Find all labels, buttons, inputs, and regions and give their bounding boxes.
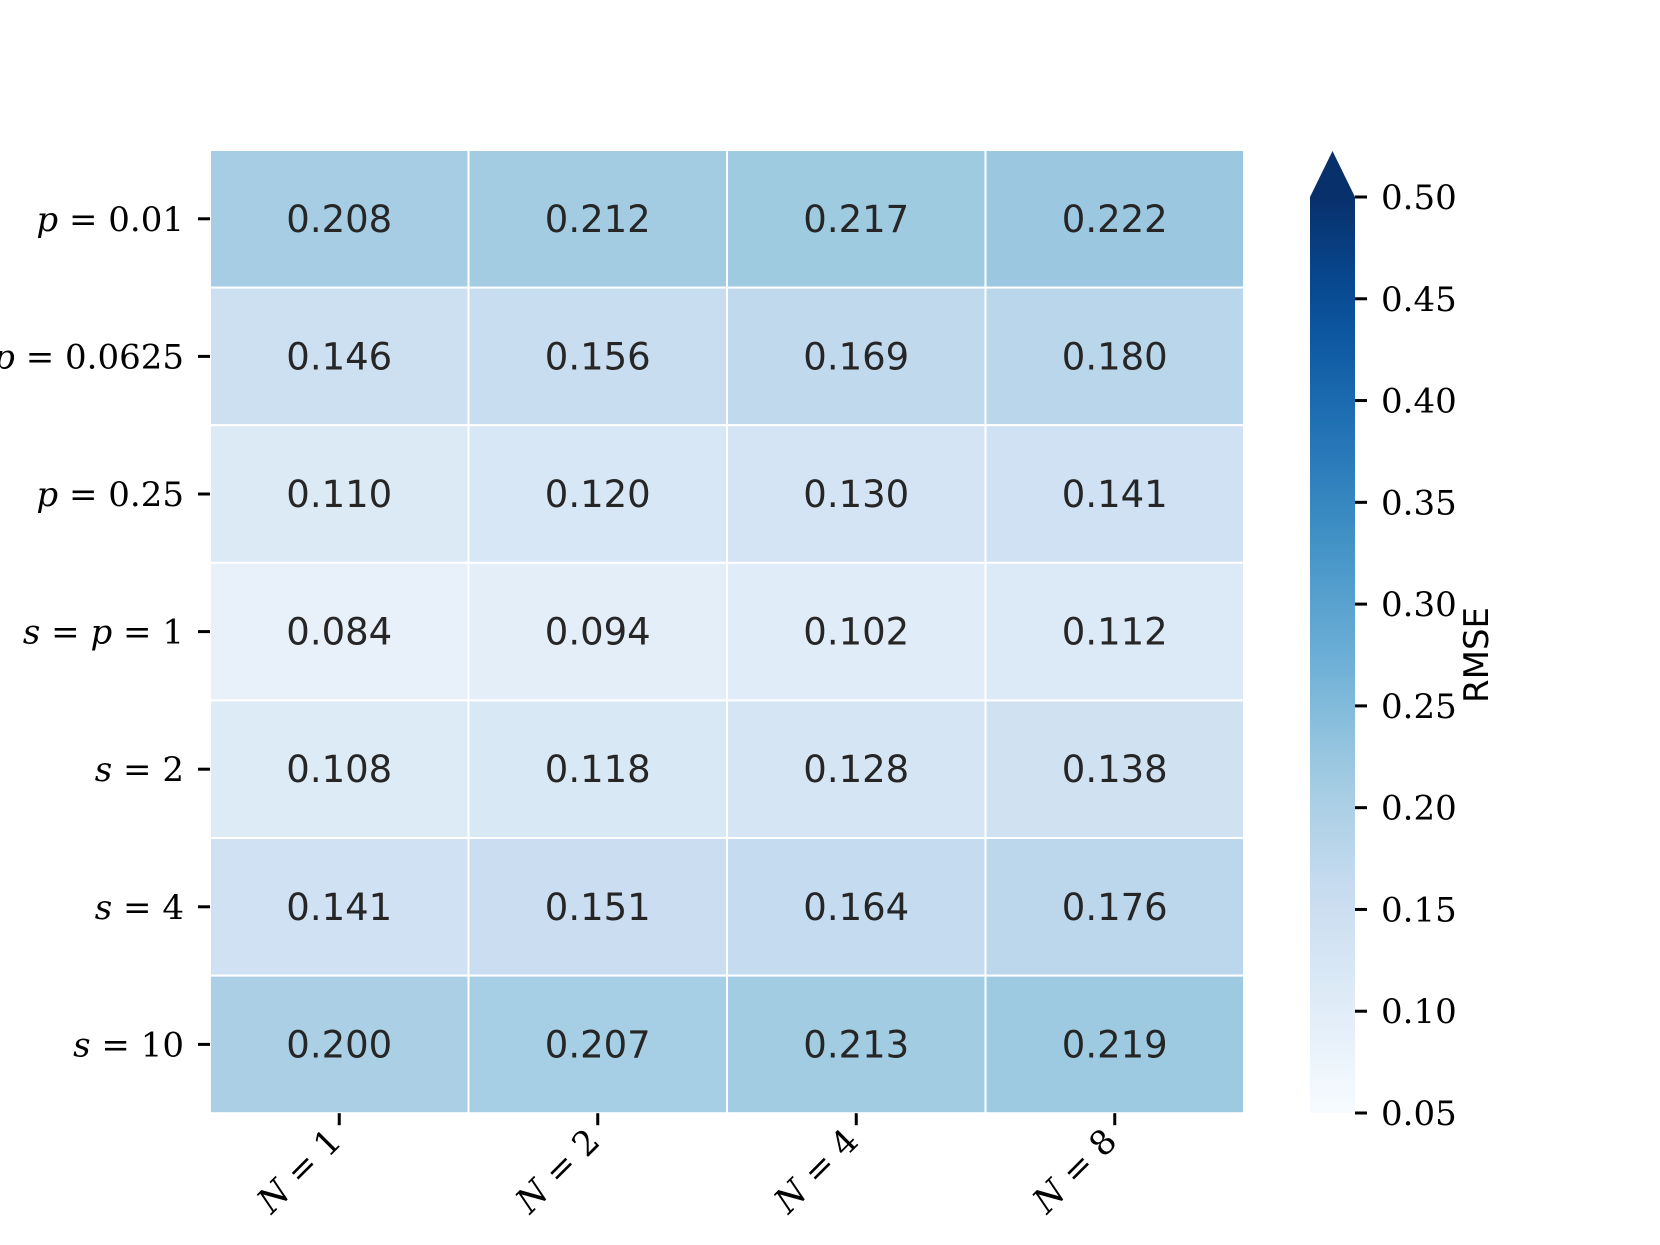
heatmap-cell	[467, 561, 728, 702]
cell-value-label: 0.141	[1062, 473, 1168, 516]
cell-value-label: 0.120	[545, 473, 651, 516]
cell-value-label: 0.164	[803, 886, 909, 929]
colorbar: 0.05 0.10 0.15 0.20 0.25 0.30 0.35 0.40 0.45 0.50…	[1310, 151, 1497, 1134]
cell-value-label: 0.084	[286, 611, 392, 654]
cell-value-label: 0.213	[803, 1023, 909, 1066]
colorbar-tick-label: 0.30	[1381, 585, 1457, 625]
cell-value-label: 0.222	[1062, 198, 1168, 241]
row-tick-label: p = 0.25	[36, 475, 184, 515]
heatmap-cell	[726, 561, 987, 702]
colorbar-tick-label: 0.45	[1381, 280, 1457, 320]
row-tick-label: s = 4	[95, 888, 184, 928]
column-tick-label: N = 1	[249, 1121, 350, 1222]
cell-value-label: 0.151	[545, 886, 651, 929]
colorbar-tick-label: 0.25	[1381, 687, 1457, 727]
cell-value-label: 0.094	[545, 611, 651, 654]
heatmap-cells: 0.208 0.212 0.217 0.222 0.146 0.156 0.169 0.180…	[209, 149, 1245, 1115]
heatmap-cell	[984, 286, 1245, 427]
row-tick-label: p = 0.01	[36, 200, 184, 240]
heatmap-cell	[467, 424, 728, 564]
heatmap-cell	[209, 286, 470, 427]
column-tick-label: N = 2	[507, 1121, 608, 1222]
colorbar-tick-label: 0.05	[1381, 1094, 1457, 1134]
row-labels: p = 0.01 p = 0.0625 p = 0.25 s = p = 1 s = 2…	[0, 200, 210, 1065]
colorbar-label: RMSE	[1457, 607, 1497, 703]
colorbar-gradient	[1310, 197, 1355, 1113]
cell-value-label: 0.169	[803, 335, 909, 378]
heatmap-cell	[984, 699, 1245, 840]
cell-value-label: 0.156	[545, 335, 651, 378]
cell-value-label: 0.102	[803, 611, 909, 654]
colorbar-tick-label: 0.35	[1381, 483, 1457, 523]
heatmap-cell	[984, 837, 1245, 977]
colorbar-tick-label: 0.15	[1381, 890, 1457, 930]
colorbar-tick-label: 0.50	[1381, 178, 1457, 218]
heatmap-cell	[984, 424, 1245, 564]
heatmap-cell	[726, 149, 987, 289]
heatmap-cell	[209, 837, 470, 977]
heatmap-cell	[726, 699, 987, 840]
heatmap-cell	[726, 837, 987, 977]
cell-value-label: 0.208	[286, 198, 392, 241]
cell-value-label: 0.212	[545, 198, 651, 241]
colorbar-extend-arrow	[1310, 151, 1355, 197]
row-tick-label: s = p = 1	[23, 613, 184, 653]
colorbar-tick-label: 0.20	[1381, 789, 1457, 829]
cell-value-label: 0.180	[1062, 335, 1168, 378]
heatmap-cell	[467, 699, 728, 840]
heatmap-cell	[726, 974, 987, 1115]
heatmap-cell	[209, 699, 470, 840]
cell-value-label: 0.200	[286, 1023, 392, 1066]
heatmap-cell	[209, 149, 470, 289]
cell-value-label: 0.108	[286, 748, 392, 791]
cell-value-label: 0.141	[286, 886, 392, 929]
row-tick-label: p = 0.0625	[0, 337, 184, 377]
column-labels: N = 1 N = 2 N = 4 N = 8	[249, 1113, 1125, 1222]
colorbar-tick-label: 0.10	[1381, 992, 1457, 1032]
cell-value-label: 0.128	[803, 748, 909, 791]
cell-value-label: 0.118	[545, 748, 651, 791]
heatmap-cell	[984, 561, 1245, 702]
cell-value-label: 0.207	[545, 1023, 651, 1066]
heatmap-cell	[467, 837, 728, 977]
row-tick-label: s = 10	[73, 1025, 184, 1065]
cell-value-label: 0.138	[1062, 748, 1168, 791]
heatmap-cell	[209, 974, 470, 1115]
heatmap-cell	[984, 974, 1245, 1115]
column-tick-label: N = 4	[766, 1121, 867, 1222]
cell-value-label: 0.219	[1062, 1023, 1168, 1066]
cell-value-label: 0.217	[803, 198, 909, 241]
cell-value-label: 0.112	[1062, 611, 1168, 654]
cell-value-label: 0.146	[286, 335, 392, 378]
cell-value-label: 0.130	[803, 473, 909, 516]
heatmap-cell	[209, 561, 470, 702]
colorbar-tick-label: 0.40	[1381, 382, 1457, 422]
cell-value-label: 0.176	[1062, 886, 1168, 929]
heatmap-cell	[467, 286, 728, 427]
cell-value-label: 0.110	[286, 473, 392, 516]
column-tick-label: N = 8	[1024, 1121, 1125, 1222]
row-tick-label: s = 2	[95, 750, 184, 790]
heatmap-cell	[984, 149, 1245, 289]
heatmap-cell	[467, 149, 728, 289]
